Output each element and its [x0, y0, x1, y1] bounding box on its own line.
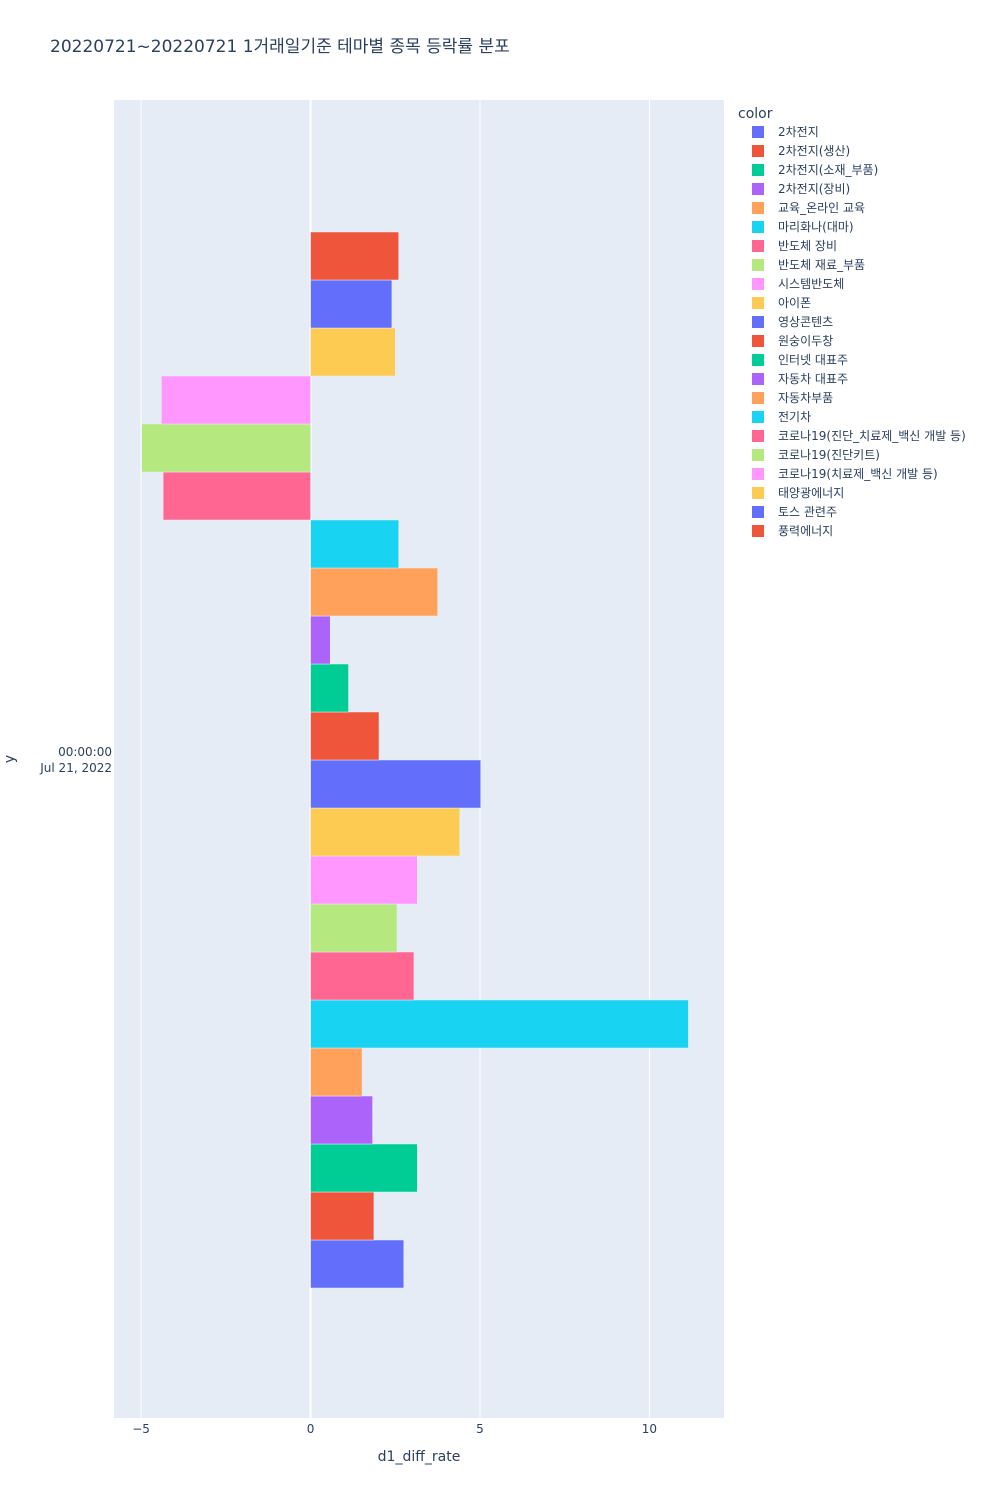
legend-swatch[interactable]: [752, 126, 764, 138]
bar-12[interactable]: [310, 663, 349, 713]
legend-swatch[interactable]: [752, 392, 764, 404]
legend-swatch[interactable]: [752, 221, 764, 233]
bar-15[interactable]: [310, 519, 399, 569]
bar-0[interactable]: [310, 1239, 404, 1289]
bar-10[interactable]: [310, 759, 481, 809]
legend-label[interactable]: 시스템반도체: [778, 277, 844, 291]
y-tick-label-date: Jul 21, 2022: [39, 761, 112, 775]
legend-swatch[interactable]: [752, 164, 764, 176]
legend-label[interactable]: 반도체 장비: [778, 239, 837, 253]
legend-title: color: [738, 106, 773, 122]
legend-label[interactable]: 교육_온라인 교육: [778, 201, 865, 215]
legend-swatch[interactable]: [752, 468, 764, 480]
bar-8[interactable]: [310, 855, 418, 905]
bar-11[interactable]: [310, 711, 380, 761]
legend-swatch[interactable]: [752, 354, 764, 366]
bar-6[interactable]: [310, 951, 415, 1001]
legend-label[interactable]: 반도체 재료_부품: [778, 258, 865, 272]
legend-swatch[interactable]: [752, 145, 764, 157]
legend-swatch[interactable]: [752, 316, 764, 328]
legend: color 2차전지 2차전지(생산) 2차전지(소재_부품) 2차전지(장비) 교육_…: [738, 106, 966, 538]
x-tick-label: −5: [132, 1422, 150, 1436]
legend-label[interactable]: 원숭이두창: [778, 334, 833, 348]
bar-19[interactable]: [310, 327, 396, 377]
legend-label[interactable]: 마리화나(대마): [778, 220, 854, 234]
legend-label[interactable]: 태양광에너지: [778, 486, 844, 500]
legend-label[interactable]: 2차전지(소재_부품): [778, 163, 878, 177]
bar-2[interactable]: [310, 1143, 418, 1193]
legend-swatch[interactable]: [752, 373, 764, 385]
chart-title: 20220721~20220721 1거래일기준 테마별 종목 등락률 분포: [50, 37, 510, 57]
bar-20[interactable]: [310, 279, 393, 329]
legend-swatch[interactable]: [752, 202, 764, 214]
x-tick-label: 10: [642, 1422, 657, 1436]
legend-swatch[interactable]: [752, 240, 764, 252]
y-tick-label-time: 00:00:00: [58, 745, 112, 759]
legend-label[interactable]: 전기차: [778, 410, 811, 424]
legend-label[interactable]: 자동차 대표주: [778, 372, 848, 386]
legend-swatch[interactable]: [752, 278, 764, 290]
legend-swatch[interactable]: [752, 525, 764, 537]
x-tick-label: 0: [307, 1422, 315, 1436]
x-tick-label: 5: [476, 1422, 484, 1436]
x-axis-ticks: −5 0 5 10: [132, 1422, 657, 1436]
legend-swatch[interactable]: [752, 449, 764, 461]
bar-18[interactable]: [161, 375, 311, 425]
legend-swatch[interactable]: [752, 411, 764, 423]
x-axis-title: d1_diff_rate: [378, 1449, 461, 1465]
bar-9[interactable]: [310, 807, 460, 857]
bar-13[interactable]: [310, 615, 331, 665]
legend-swatch[interactable]: [752, 487, 764, 499]
bar-3[interactable]: [310, 1095, 373, 1145]
legend-label[interactable]: 2차전지(생산): [778, 144, 850, 158]
legend-swatch[interactable]: [752, 430, 764, 442]
legend-swatch[interactable]: [752, 183, 764, 195]
legend-label[interactable]: 코로나19(치료제_백신 개발 등): [778, 467, 938, 481]
bar-4[interactable]: [310, 1047, 363, 1097]
bar-16[interactable]: [162, 471, 311, 521]
legend-swatch[interactable]: [752, 335, 764, 347]
bar-5[interactable]: [310, 999, 689, 1049]
bar-7[interactable]: [310, 903, 398, 953]
legend-label[interactable]: 코로나19(진단_치료제_백신 개발 등): [778, 429, 966, 443]
bar-14[interactable]: [310, 567, 438, 617]
plot-area: [114, 100, 724, 1418]
legend-label[interactable]: 영상콘텐츠: [778, 315, 833, 329]
legend-label[interactable]: 2차전지: [778, 125, 819, 139]
legend-label[interactable]: 아이폰: [778, 296, 811, 310]
legend-label[interactable]: 2차전지(장비): [778, 182, 850, 196]
legend-label[interactable]: 풍력에너지: [778, 524, 833, 538]
legend-swatch[interactable]: [752, 259, 764, 271]
legend-label[interactable]: 자동차부품: [778, 391, 833, 405]
bar-1[interactable]: [310, 1191, 375, 1241]
legend-swatch[interactable]: [752, 506, 764, 518]
bar-17[interactable]: [141, 423, 311, 473]
y-axis-title: y: [2, 755, 18, 763]
legend-label[interactable]: 인터넷 대표주: [778, 353, 848, 367]
legend-swatch[interactable]: [752, 297, 764, 309]
legend-label[interactable]: 토스 관련주: [778, 505, 837, 519]
legend-label[interactable]: 코로나19(진단키트): [778, 448, 880, 462]
bar-21[interactable]: [310, 231, 399, 281]
bars: [141, 231, 689, 1289]
